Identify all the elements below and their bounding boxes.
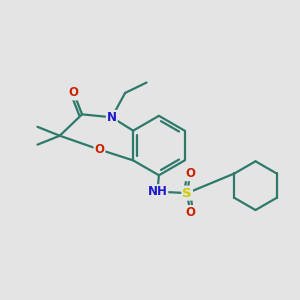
Text: O: O — [94, 143, 104, 156]
Text: S: S — [182, 187, 192, 200]
Text: O: O — [185, 206, 195, 219]
Text: N: N — [107, 111, 117, 124]
Text: NH: NH — [148, 185, 167, 198]
Text: O: O — [185, 167, 195, 180]
Text: O: O — [69, 86, 79, 99]
